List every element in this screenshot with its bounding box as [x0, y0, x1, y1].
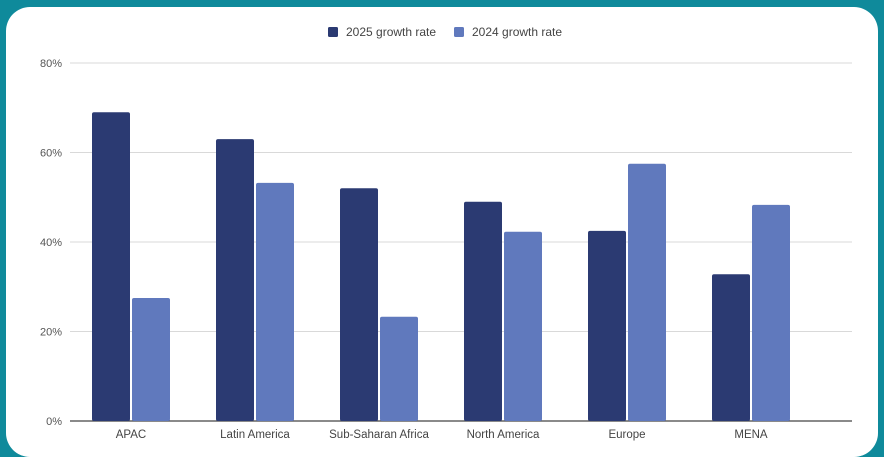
- legend-label: 2024 growth rate: [472, 25, 562, 39]
- bar-series-2-sub-saharan-africa: [380, 317, 418, 421]
- legend-swatch: [328, 27, 338, 37]
- x-category-label: Europe: [608, 429, 645, 441]
- bar-series-2-europe: [628, 164, 666, 421]
- bar-series-2-latin-america: [256, 183, 294, 421]
- y-tick-label: 0%: [46, 416, 62, 428]
- bar-series-1-latin-america: [216, 139, 254, 421]
- bar-series-1-north-america: [464, 202, 502, 421]
- bar-chart: 0% 20% 40% 60% 80% APAC Latin America Sub-Saha…: [6, 7, 878, 457]
- x-category-label: APAC: [116, 429, 146, 441]
- bar-series-2-north-america: [504, 232, 542, 421]
- x-category-label: Sub-Saharan Africa: [329, 429, 429, 441]
- y-tick-label: 20%: [40, 327, 62, 339]
- y-tick-label: 40%: [40, 237, 62, 249]
- bar-series-2-apac: [132, 298, 170, 421]
- x-category-label: North America: [467, 429, 540, 441]
- chart-panel: 0% 20% 40% 60% 80% APAC Latin America Sub-Saha…: [6, 7, 878, 457]
- bar-series-1-mena: [712, 274, 750, 421]
- legend-swatch: [454, 27, 464, 37]
- bar-series-1-sub-saharan-africa: [340, 188, 378, 421]
- legend: 2025 growth rate 2024 growth rate: [328, 25, 562, 39]
- x-category-label: MENA: [734, 429, 768, 441]
- bar-series-2-mena: [752, 205, 790, 421]
- y-axis-ticks: 0% 20% 40% 60% 80%: [40, 58, 62, 428]
- legend-label: 2025 growth rate: [346, 25, 436, 39]
- y-tick-label: 60%: [40, 148, 62, 160]
- bars: [92, 112, 790, 421]
- bar-series-1-apac: [92, 112, 130, 421]
- x-axis-categories: APAC Latin America Sub-Saharan Africa North…: [116, 429, 768, 441]
- y-tick-label: 80%: [40, 58, 62, 70]
- bar-series-1-europe: [588, 231, 626, 421]
- x-category-label: Latin America: [220, 429, 290, 441]
